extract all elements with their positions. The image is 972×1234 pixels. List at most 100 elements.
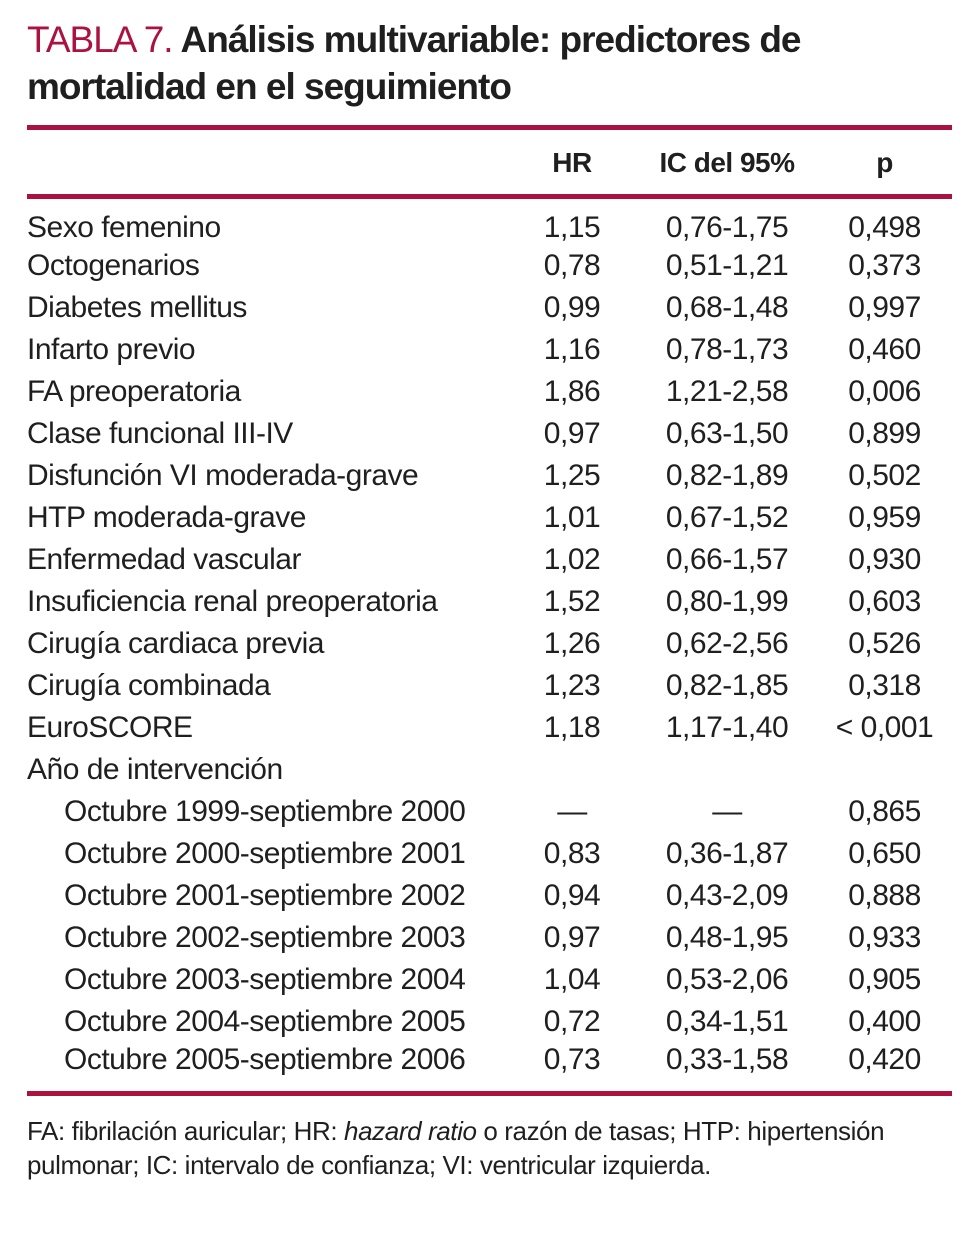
row-ic-value: 0,34-1,51 — [665, 1005, 789, 1038]
row-ic-value: 0,51-1,21 — [665, 249, 789, 282]
row-p-value: 0,603 — [848, 585, 921, 618]
row-p-value — [817, 749, 952, 791]
row-label: Año de intervención — [27, 753, 283, 786]
table-row: Clase funcional III-IV 0,97 0,63-1,50 0,… — [27, 413, 952, 455]
row-ic-value: 0,48-1,95 — [665, 921, 789, 954]
row-hr-value: — — [557, 795, 587, 828]
table-row: Octubre 2001-septiembre 2002 0,94 0,43-2… — [27, 875, 952, 917]
table-number-label: TABLA 7. — [27, 19, 174, 60]
table-row: Cirugía cardiaca previa 1,26 0,62-2,56 0… — [27, 623, 952, 665]
table-row: Disfunción VI moderada-grave 1,25 0,82-1… — [27, 455, 952, 497]
row-p-value: < 0,001 — [835, 711, 934, 744]
column-header-p: p — [876, 147, 893, 178]
row-p-value: 0,933 — [848, 921, 921, 954]
row-p-value: 0,905 — [848, 963, 921, 996]
row-p-value: 0,400 — [848, 1005, 921, 1038]
table-row: EuroSCORE 1,18 1,17-1,40 < 0,001 — [27, 707, 952, 749]
row-hr-value: 1,15 — [543, 211, 601, 244]
table-row: Insuficiencia renal preoperatoria 1,52 0… — [27, 581, 952, 623]
row-hr-value: 1,26 — [543, 627, 601, 660]
page-title: TABLA 7. Análisis multivariable: predict… — [27, 16, 952, 110]
row-ic-value: 0,76-1,75 — [665, 211, 789, 244]
row-label: Octubre 2002-septiembre 2003 — [64, 921, 466, 954]
row-label: Diabetes mellitus — [27, 291, 247, 324]
row-p-value: 0,959 — [848, 501, 921, 534]
row-label: Octubre 2004-septiembre 2005 — [64, 1005, 466, 1038]
row-hr-value: 0,94 — [543, 879, 601, 912]
row-ic-value: 0,36-1,87 — [665, 837, 789, 870]
row-p-value: 0,865 — [848, 795, 921, 828]
row-hr-value: 0,72 — [543, 1005, 601, 1038]
row-label: Octubre 2005-septiembre 2006 — [64, 1043, 466, 1076]
column-header-ic: IC del 95% — [659, 147, 795, 178]
row-label: Enfermedad vascular — [27, 543, 301, 576]
table-row: Enfermedad vascular 1,02 0,66-1,57 0,930 — [27, 539, 952, 581]
footnote-text-after: o razón de tasas; HTP: hipertensión pulm… — [27, 1116, 885, 1180]
table-footnote: FA: fibrilación auricular; HR: hazard ra… — [27, 1114, 972, 1182]
table-header-row: HR IC del 95% p — [27, 127, 952, 197]
row-ic-value: 0,53-2,06 — [665, 963, 789, 996]
table-row: Octubre 2004-septiembre 2005 0,72 0,34-1… — [27, 1001, 952, 1043]
row-label: Insuficiencia renal preoperatoria — [27, 585, 438, 618]
row-hr-value: 1,52 — [543, 585, 601, 618]
row-ic-value: 0,66-1,57 — [665, 543, 789, 576]
table-row: Sexo femenino 1,15 0,76-1,75 0,498 — [27, 197, 952, 246]
row-hr-value: 0,78 — [543, 249, 601, 282]
table-header: HR IC del 95% p — [27, 127, 952, 197]
column-header-parameter — [27, 128, 507, 197]
row-hr-value: 1,01 — [543, 501, 601, 534]
row-hr-value: 1,25 — [543, 459, 601, 492]
row-label: Sexo femenino — [27, 211, 221, 244]
row-ic-value — [637, 749, 817, 791]
row-p-value: 0,899 — [848, 417, 921, 450]
row-p-value: 0,930 — [848, 543, 921, 576]
row-ic-value: 0,82-1,85 — [665, 669, 789, 702]
footnote-text-before: FA: fibrilación auricular; HR: — [27, 1116, 345, 1146]
table-row: Octubre 1999-septiembre 2000 — — 0,865 — [27, 791, 952, 833]
row-ic-value: 0,67-1,52 — [665, 501, 789, 534]
row-p-value: 0,502 — [848, 459, 921, 492]
column-header-hr: HR — [552, 147, 592, 178]
table-row: Octubre 2000-septiembre 2001 0,83 0,36-1… — [27, 833, 952, 875]
row-p-value: 0,006 — [848, 375, 921, 408]
row-label: FA preoperatoria — [27, 375, 241, 408]
row-label: Octubre 2003-septiembre 2004 — [64, 963, 466, 996]
table-row: Octubre 2002-septiembre 2003 0,97 0,48-1… — [27, 917, 952, 959]
footnote-italic-term: hazard ratio — [344, 1116, 477, 1146]
row-ic-value: 1,21-2,58 — [665, 375, 789, 408]
table-body: Sexo femenino 1,15 0,76-1,75 0,498 Octog… — [27, 197, 952, 1094]
row-hr-value: 0,99 — [543, 291, 601, 324]
row-p-value: 0,420 — [848, 1043, 921, 1076]
row-ic-value: 0,62-2,56 — [665, 627, 789, 660]
row-label: EuroSCORE — [27, 711, 193, 744]
table-row: HTP moderada-grave 1,01 0,67-1,52 0,959 — [27, 497, 952, 539]
row-label: Octubre 2001-septiembre 2002 — [64, 879, 466, 912]
paper-table-page: TABLA 7. Análisis multivariable: predict… — [27, 16, 972, 1182]
row-p-value: 0,888 — [848, 879, 921, 912]
row-label: Octubre 2000-septiembre 2001 — [64, 837, 466, 870]
row-label: Infarto previo — [27, 333, 196, 366]
table-row: Infarto previo 1,16 0,78-1,73 0,460 — [27, 329, 952, 371]
table-row: Año de intervención — [27, 749, 952, 791]
row-hr-value: 0,73 — [543, 1043, 601, 1076]
row-ic-value: 0,33-1,58 — [665, 1043, 789, 1076]
row-label: Octubre 1999-septiembre 2000 — [64, 795, 466, 828]
row-p-value: 0,498 — [848, 211, 921, 244]
row-hr-value: 1,86 — [543, 375, 601, 408]
row-ic-value: 0,80-1,99 — [665, 585, 789, 618]
row-label: Cirugía combinada — [27, 669, 271, 702]
row-hr-value: 0,97 — [543, 921, 601, 954]
table-title-text: Análisis multivariable: predictores de m… — [27, 19, 801, 107]
row-ic-value: 0,43-2,09 — [665, 879, 789, 912]
multivariable-predictors-table: HR IC del 95% p Sexo femenino 1,15 0,76-… — [27, 125, 952, 1096]
row-label: HTP moderada-grave — [27, 501, 306, 534]
row-p-value: 0,460 — [848, 333, 921, 366]
row-p-value: 0,318 — [848, 669, 921, 702]
row-label: Disfunción VI moderada-grave — [27, 459, 419, 492]
row-hr-value: 1,02 — [543, 543, 601, 576]
row-label: Octogenarios — [27, 249, 200, 282]
row-hr-value: 1,23 — [543, 669, 601, 702]
row-p-value: 0,997 — [848, 291, 921, 324]
row-ic-value: 0,78-1,73 — [665, 333, 789, 366]
table-row: Diabetes mellitus 0,99 0,68-1,48 0,997 — [27, 287, 952, 329]
